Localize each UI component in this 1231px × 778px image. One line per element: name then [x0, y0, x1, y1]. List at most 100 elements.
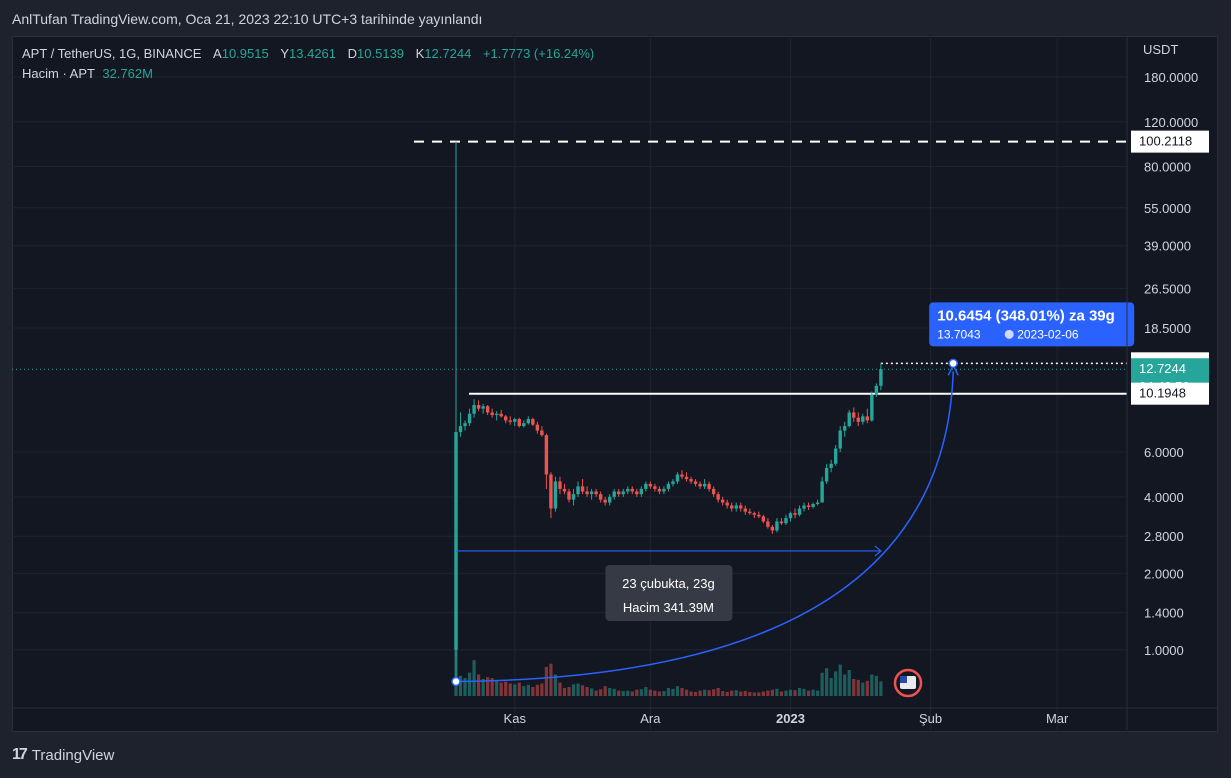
candle-body [639, 488, 644, 495]
price-axis-tick-label: 4.0000 [1144, 490, 1184, 505]
price-axis-tick-label: 2.8000 [1144, 529, 1184, 544]
volume-bar [671, 688, 675, 696]
candle-body [702, 483, 707, 487]
volume-bar [504, 681, 508, 696]
candle-body [847, 412, 851, 427]
volume-bar [495, 680, 499, 696]
candle-body [594, 491, 598, 495]
candle-body [540, 430, 544, 436]
tradingview-logo[interactable]: 17 TradingView [12, 746, 114, 764]
legend-volume-value: 32.762M [102, 66, 153, 81]
range-info-box[interactable] [605, 564, 733, 621]
candle-body [580, 486, 585, 492]
candle-body [802, 505, 806, 509]
volume-bar [648, 689, 652, 696]
volume-bar [644, 687, 648, 696]
candle-body [635, 491, 639, 495]
candle-body [526, 419, 531, 424]
projection-curve[interactable] [455, 371, 954, 683]
projection-label-box[interactable] [929, 302, 1135, 347]
candle-body [603, 499, 607, 503]
volume-bar [653, 690, 657, 696]
volume-bar [743, 691, 747, 696]
candle-body [680, 474, 684, 477]
candle-body [684, 476, 689, 480]
candle-body [467, 413, 472, 424]
projection-label-date: 2023-02-06 [1017, 327, 1079, 341]
volume-bar [617, 690, 621, 696]
candle-body [617, 491, 621, 495]
candle-body [476, 405, 481, 409]
price-chart[interactable]: 10.6454 (348.01%) za 39g 13.7043 2023-02-… [12, 36, 1218, 732]
volume-bar [657, 691, 661, 696]
candle-body [788, 513, 793, 519]
ath-price-tag-box[interactable] [1131, 130, 1209, 153]
candle-body [725, 502, 729, 506]
projection-start-point[interactable] [451, 676, 461, 687]
candle-body [598, 494, 603, 500]
candle-body [752, 513, 757, 515]
volume-bar [558, 682, 562, 696]
candle-body [562, 488, 567, 492]
candle-body [711, 488, 716, 495]
candle-body [806, 505, 811, 507]
time-axis-tick-label: Mar [1046, 711, 1069, 726]
volume-bar [544, 666, 548, 696]
candle-body [626, 488, 630, 492]
candle-body [779, 521, 784, 524]
time-axis-tick-label: 2023 [776, 711, 805, 726]
price-axis-tick-label: 39.0000 [1144, 239, 1191, 254]
volume-bar [797, 687, 802, 696]
price-axis-tick-label: 80.0000 [1144, 159, 1191, 174]
candle-body [535, 424, 540, 431]
projection-end-point[interactable] [948, 358, 958, 369]
volume-bar [540, 683, 544, 696]
candle-body [585, 491, 589, 495]
volume-bar [635, 689, 639, 696]
volume-bar [779, 691, 784, 696]
candle-body [720, 499, 725, 503]
time-axis-tick-label: Kas [504, 711, 527, 726]
candle-body [879, 369, 883, 386]
candle-body [716, 494, 720, 500]
volume-bar [752, 692, 756, 696]
legend-low-value: 10.5139 [357, 46, 405, 61]
volume-bar [585, 687, 589, 696]
legend-volume-label[interactable]: Hacim · APT [22, 66, 95, 81]
legend-close-value: 12.7244 [424, 46, 472, 61]
volume-bar [580, 685, 585, 696]
support-price-tag-box[interactable] [1131, 382, 1209, 405]
volume-bar [716, 687, 720, 696]
published-by-text: AnlTufan TradingView.com, Oca 21, 2023 2… [12, 11, 483, 27]
candle-body [531, 419, 535, 425]
volume-bar [675, 686, 680, 696]
volume-bar [472, 660, 476, 696]
range-bars-text: 23 çubukta, 23g [622, 576, 715, 591]
clock-icon [1004, 329, 1014, 339]
candle-body [485, 406, 490, 413]
volume-bar [770, 689, 774, 696]
events-flag-icon[interactable] [893, 668, 923, 698]
candle-body [567, 491, 571, 500]
candle-body [757, 514, 761, 517]
legend-ohlc-row: APT / TetherUS, 1G, BINANCE A10.9515 Y13… [22, 44, 594, 64]
candle-body [734, 505, 738, 509]
volume-bar [693, 691, 698, 696]
volume-bar [486, 677, 490, 696]
legend-symbol[interactable]: APT / TetherUS, 1G, BINANCE [22, 46, 202, 61]
price-axis-tick-label: 180.0000 [1144, 70, 1198, 85]
volume-bar [513, 684, 517, 696]
candle-body [861, 416, 865, 422]
tradingview-brand-text: TradingView [31, 746, 115, 764]
volume-bar [680, 687, 684, 696]
time-axis-tick-label: Şub [919, 711, 942, 726]
candle-body [693, 481, 698, 484]
volume-bar [793, 690, 797, 696]
volume-bar [748, 691, 752, 696]
candle-body [481, 406, 485, 409]
price-axis-tick-label: 26.5000 [1144, 281, 1191, 296]
volume-bar [820, 672, 824, 696]
candle-body [689, 479, 693, 482]
volume-bar [630, 691, 634, 696]
candle-body [766, 521, 770, 527]
